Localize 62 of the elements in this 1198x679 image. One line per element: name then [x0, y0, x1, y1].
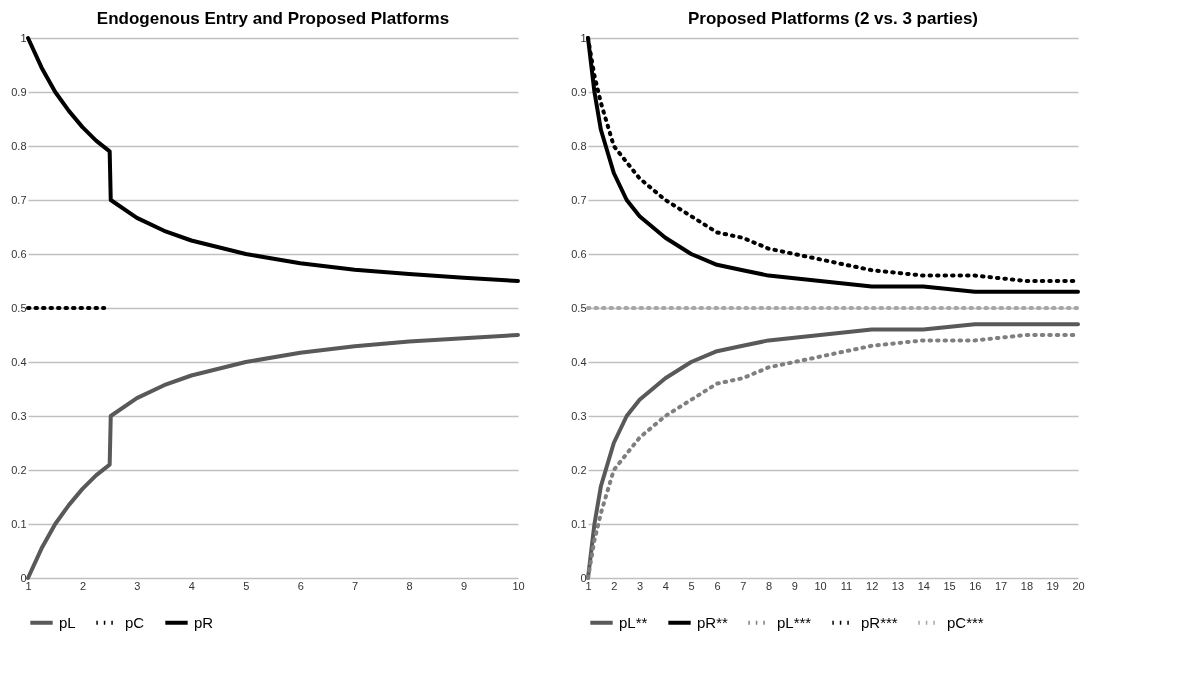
x-tick-label: 5 — [688, 579, 695, 592]
y-tick-label: 0.9 — [11, 85, 27, 98]
y-tick-label: 0.9 — [571, 85, 587, 98]
y-tick-label: 0.3 — [571, 409, 587, 422]
legend-label: pR — [194, 613, 214, 631]
line-series — [26, 36, 520, 283]
y-tick-label: 0.1 — [11, 517, 27, 530]
y-tick-label: 0.7 — [11, 193, 27, 206]
x-tick-label: 8 — [765, 579, 773, 592]
y-tick-label: 0.2 — [571, 463, 587, 476]
x-tick-label: 15 — [943, 579, 956, 592]
y-tick-label: 0.6 — [11, 247, 27, 260]
x-tick-label: 2 — [79, 579, 87, 592]
x-tick-label: 10 — [814, 579, 827, 592]
y-tick-label: 0.4 — [571, 355, 587, 368]
x-tick-label: 12 — [866, 579, 879, 592]
y-tick-label: 1 — [580, 31, 587, 44]
x-tick-label: 2 — [611, 579, 618, 592]
x-tick-label: 16 — [969, 579, 982, 592]
x-tick-label: 6 — [297, 579, 304, 592]
x-tick-label: 4 — [662, 579, 669, 592]
x-tick-label: 13 — [891, 579, 905, 592]
legend-label: pR*** — [861, 613, 898, 631]
x-tick-label: 8 — [406, 579, 413, 592]
x-tick-label: 9 — [460, 579, 468, 592]
legend-label: pC*** — [947, 613, 984, 631]
y-tick-label: 0.8 — [11, 139, 27, 152]
chart-title: Endogenous Entry and Proposed Platforms — [96, 9, 450, 28]
x-tick-label: 5 — [243, 579, 250, 592]
x-tick-label: 18 — [1020, 579, 1034, 592]
x-tick-label: 6 — [714, 579, 721, 592]
y-tick-label: 0.5 — [571, 301, 587, 314]
line-series — [26, 333, 520, 580]
y-tick-label: 0.1 — [571, 517, 587, 530]
y-tick-label: 0.8 — [571, 139, 587, 152]
legend-label: pC — [125, 613, 145, 631]
x-tick-label: 7 — [352, 579, 359, 592]
legend-label: pL — [59, 613, 76, 631]
x-tick-label: 10 — [512, 579, 525, 592]
y-tick-label: 0.4 — [11, 355, 27, 368]
y-tick-label: 0.3 — [11, 409, 27, 422]
legend-label: pR** — [697, 613, 729, 631]
y-tick-label: 0.7 — [571, 193, 587, 206]
legend-label: pL*** — [777, 613, 812, 631]
x-tick-label: 19 — [1046, 579, 1059, 592]
y-tick-label: 0.6 — [571, 247, 587, 260]
y-tick-label: 0.5 — [11, 301, 27, 314]
y-tick-label: 0 — [20, 571, 27, 584]
y-tick-label: 1 — [20, 31, 27, 44]
x-tick-label: 4 — [188, 579, 195, 592]
x-tick-label: 14 — [917, 579, 930, 592]
y-tick-label: 0.2 — [11, 463, 27, 476]
x-tick-label: 20 — [1072, 579, 1085, 592]
legend-label: pL** — [619, 613, 648, 631]
y-tick-label: 0 — [580, 571, 587, 584]
chart-title: Proposed Platforms (2 vs. 3 parties) — [687, 9, 979, 28]
x-tick-label: 7 — [740, 579, 747, 592]
x-tick-label: 3 — [134, 579, 141, 592]
x-tick-label: 3 — [637, 579, 644, 592]
x-tick-label: 17 — [995, 579, 1008, 592]
x-tick-label: 11 — [840, 579, 853, 592]
x-tick-label: 9 — [791, 579, 798, 592]
